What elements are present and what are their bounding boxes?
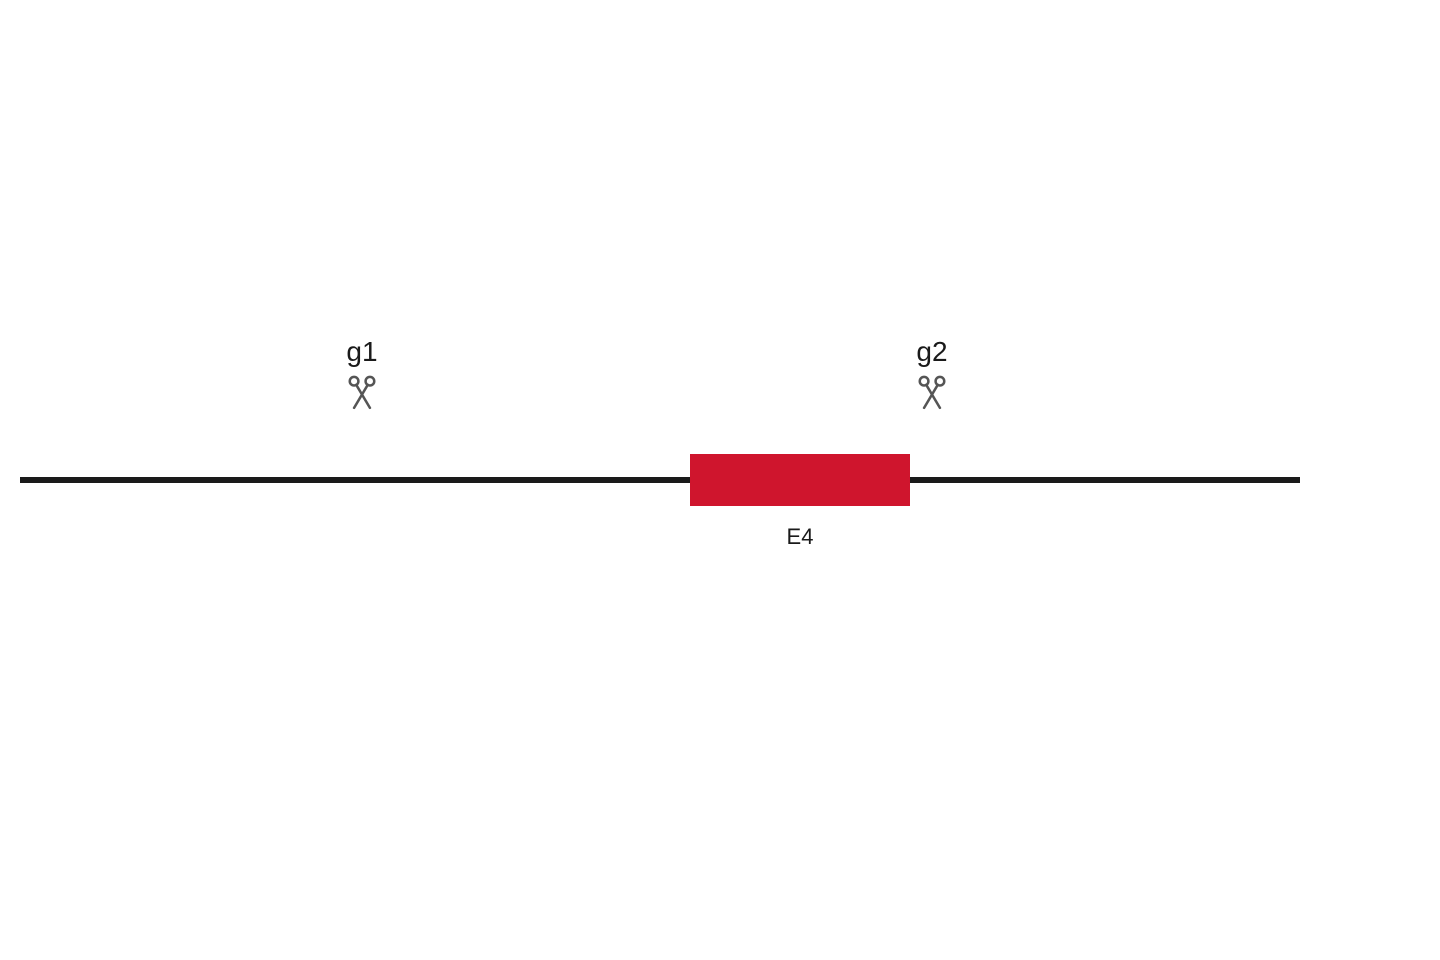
exon-box [690,454,910,506]
scissors-icon [344,374,380,415]
exon-label: E4 [787,524,814,550]
cut-site-label: g1 [346,336,377,368]
scissors-icon [914,374,950,415]
gene-backbone-line [20,477,1300,483]
gene-diagram: E4 g1 g2 [0,0,1440,960]
cut-site-label: g2 [916,336,947,368]
